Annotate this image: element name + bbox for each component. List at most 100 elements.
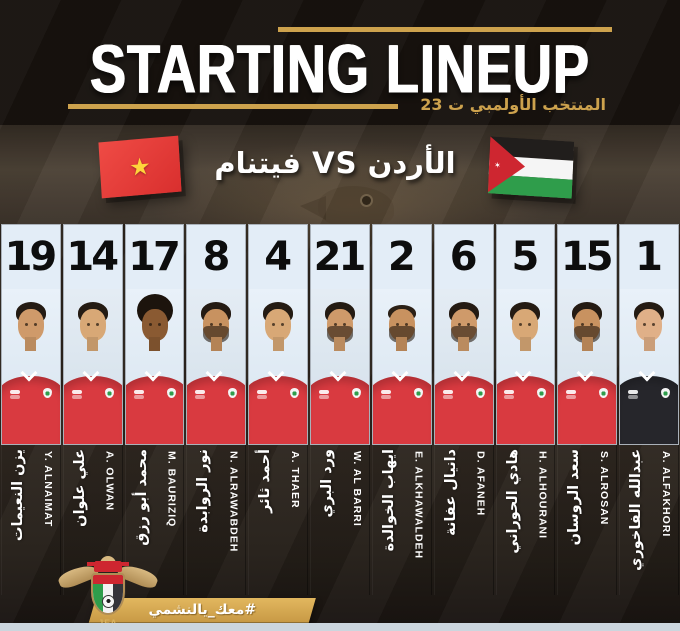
player-name-column: سعد الروسان S. ALROSAN bbox=[557, 445, 618, 595]
player-card: 21 bbox=[310, 224, 370, 445]
player-name-english: A. THAER bbox=[289, 451, 302, 509]
player-photo bbox=[372, 289, 431, 444]
player-name-column: ايهاب الخوالدة E. ALKHAWALDEH bbox=[371, 445, 432, 595]
player-eyes bbox=[333, 323, 337, 326]
player-photo bbox=[125, 289, 184, 444]
jersey-crest-mark bbox=[661, 388, 671, 398]
player-card: 1 bbox=[619, 224, 679, 445]
player-name-arabic: يزن النعيمات bbox=[10, 449, 26, 542]
joma-logo-mark bbox=[628, 390, 639, 394]
player-eyes bbox=[148, 323, 152, 326]
player-name-arabic: ورد البري bbox=[319, 449, 336, 518]
player-name-english: Y. ALNAIMAT bbox=[41, 451, 54, 528]
player-card: 8 bbox=[186, 224, 247, 445]
player-card: 15 bbox=[557, 224, 618, 445]
player-name-column: هادي الحوراني H. ALHOURANI bbox=[495, 445, 556, 595]
player-names-row: يزن النعيمات Y. ALNAIMAT علي علوان A. OL… bbox=[0, 445, 680, 595]
player-name-english: S. ALROSAN bbox=[598, 451, 611, 526]
player-name-arabic: علي علوان bbox=[71, 449, 88, 527]
player-number: 5 bbox=[511, 234, 540, 280]
jfa-shield-red-band bbox=[93, 575, 123, 584]
jersey-crest-mark bbox=[228, 388, 238, 398]
player-number: 19 bbox=[4, 234, 58, 280]
jersey-crest-mark bbox=[166, 388, 176, 398]
player-card: 2 bbox=[371, 224, 432, 445]
player-photo bbox=[311, 289, 369, 444]
player-name-arabic: عبدالله الفاخوري bbox=[628, 449, 645, 571]
player-neck bbox=[87, 337, 99, 351]
player-eyes bbox=[581, 323, 585, 326]
player-eyes bbox=[519, 323, 523, 326]
jfa-crown-icon bbox=[94, 564, 122, 572]
player-neck bbox=[643, 337, 655, 351]
player-photo bbox=[63, 289, 122, 444]
player-name-arabic: محمد أبو رزق bbox=[133, 449, 150, 546]
joma-logo-mark bbox=[195, 390, 206, 394]
joma-logo-mark bbox=[9, 390, 20, 394]
player-name-column: عبدالله الفاخوري A. ALFAKHORI bbox=[619, 445, 679, 595]
player-beard bbox=[574, 326, 601, 343]
player-card: 17 bbox=[124, 224, 185, 445]
player-jersey bbox=[187, 376, 246, 444]
player-beard bbox=[450, 326, 477, 343]
player-photo bbox=[496, 289, 555, 444]
player-name-column: أحمد ثائر A. THAER bbox=[248, 445, 309, 595]
player-jersey bbox=[558, 376, 617, 444]
player-jersey bbox=[620, 376, 678, 444]
player-eyes bbox=[457, 323, 461, 326]
player-card: 14 bbox=[62, 224, 123, 445]
player-eyes bbox=[272, 323, 276, 326]
player-eyes bbox=[643, 323, 647, 326]
player-photo bbox=[2, 289, 60, 444]
vietnam-flag: ★ bbox=[98, 135, 182, 199]
soccer-ball-icon bbox=[101, 595, 115, 608]
player-name-arabic: نور الروابدة bbox=[195, 449, 212, 533]
player-name-column: محمد أبو رزق M. BAURIZIQ bbox=[124, 445, 185, 595]
player-eyes bbox=[395, 323, 399, 326]
player-number: 2 bbox=[387, 234, 416, 280]
player-name-column: دانيال عفانة D. AFANEH bbox=[433, 445, 494, 595]
player-jersey bbox=[496, 376, 555, 444]
player-jersey bbox=[434, 376, 493, 444]
player-name-english: D. AFANEH bbox=[474, 451, 487, 517]
falcon-head-watermark bbox=[318, 186, 394, 228]
jfa-shield-icon bbox=[91, 573, 125, 615]
player-neck bbox=[25, 337, 37, 351]
player-name-english: H. ALHOURANI bbox=[536, 451, 549, 540]
player-neck bbox=[396, 337, 408, 351]
player-number: 4 bbox=[264, 234, 292, 280]
player-name-arabic: دانيال عفانة bbox=[442, 449, 459, 536]
player-name-column: نور الروابدة N. ALRAWABDEH bbox=[186, 445, 247, 595]
player-number: 6 bbox=[449, 234, 478, 280]
bottom-edge-strip bbox=[0, 623, 680, 631]
falcon-eye-watermark bbox=[362, 196, 371, 205]
player-photo bbox=[249, 289, 308, 444]
player-photo bbox=[187, 289, 246, 444]
player-name-english: A. ALFAKHORI bbox=[659, 451, 672, 538]
player-card: 5 bbox=[495, 224, 556, 445]
player-number: 1 bbox=[635, 234, 663, 280]
joma-logo-mark bbox=[380, 390, 391, 394]
player-card: 4 bbox=[248, 224, 309, 445]
jersey-crest-mark bbox=[537, 388, 547, 398]
player-neck bbox=[210, 337, 222, 351]
player-jersey bbox=[2, 376, 60, 444]
player-beard bbox=[203, 326, 230, 343]
player-jersey bbox=[249, 376, 308, 444]
player-name-english: A. OLWAN bbox=[103, 451, 116, 511]
player-name-column: علي علوان A. OLWAN bbox=[62, 445, 123, 595]
jersey-crest-mark bbox=[42, 388, 52, 398]
match-title-arabic: الأردن VS فيتنام bbox=[214, 146, 456, 180]
joma-logo-mark bbox=[133, 390, 144, 394]
player-number: 17 bbox=[128, 234, 181, 280]
falcon-beak-watermark bbox=[300, 196, 326, 220]
player-face bbox=[512, 309, 539, 341]
player-jersey bbox=[125, 376, 184, 444]
player-name-column: يزن النعيمات Y. ALNAIMAT bbox=[1, 445, 61, 595]
player-face bbox=[636, 309, 663, 341]
player-number: 8 bbox=[202, 234, 230, 280]
player-name-english: E. ALKHAWALDEH bbox=[412, 451, 425, 560]
jfa-shield-green bbox=[93, 575, 103, 613]
player-jersey bbox=[372, 376, 431, 444]
